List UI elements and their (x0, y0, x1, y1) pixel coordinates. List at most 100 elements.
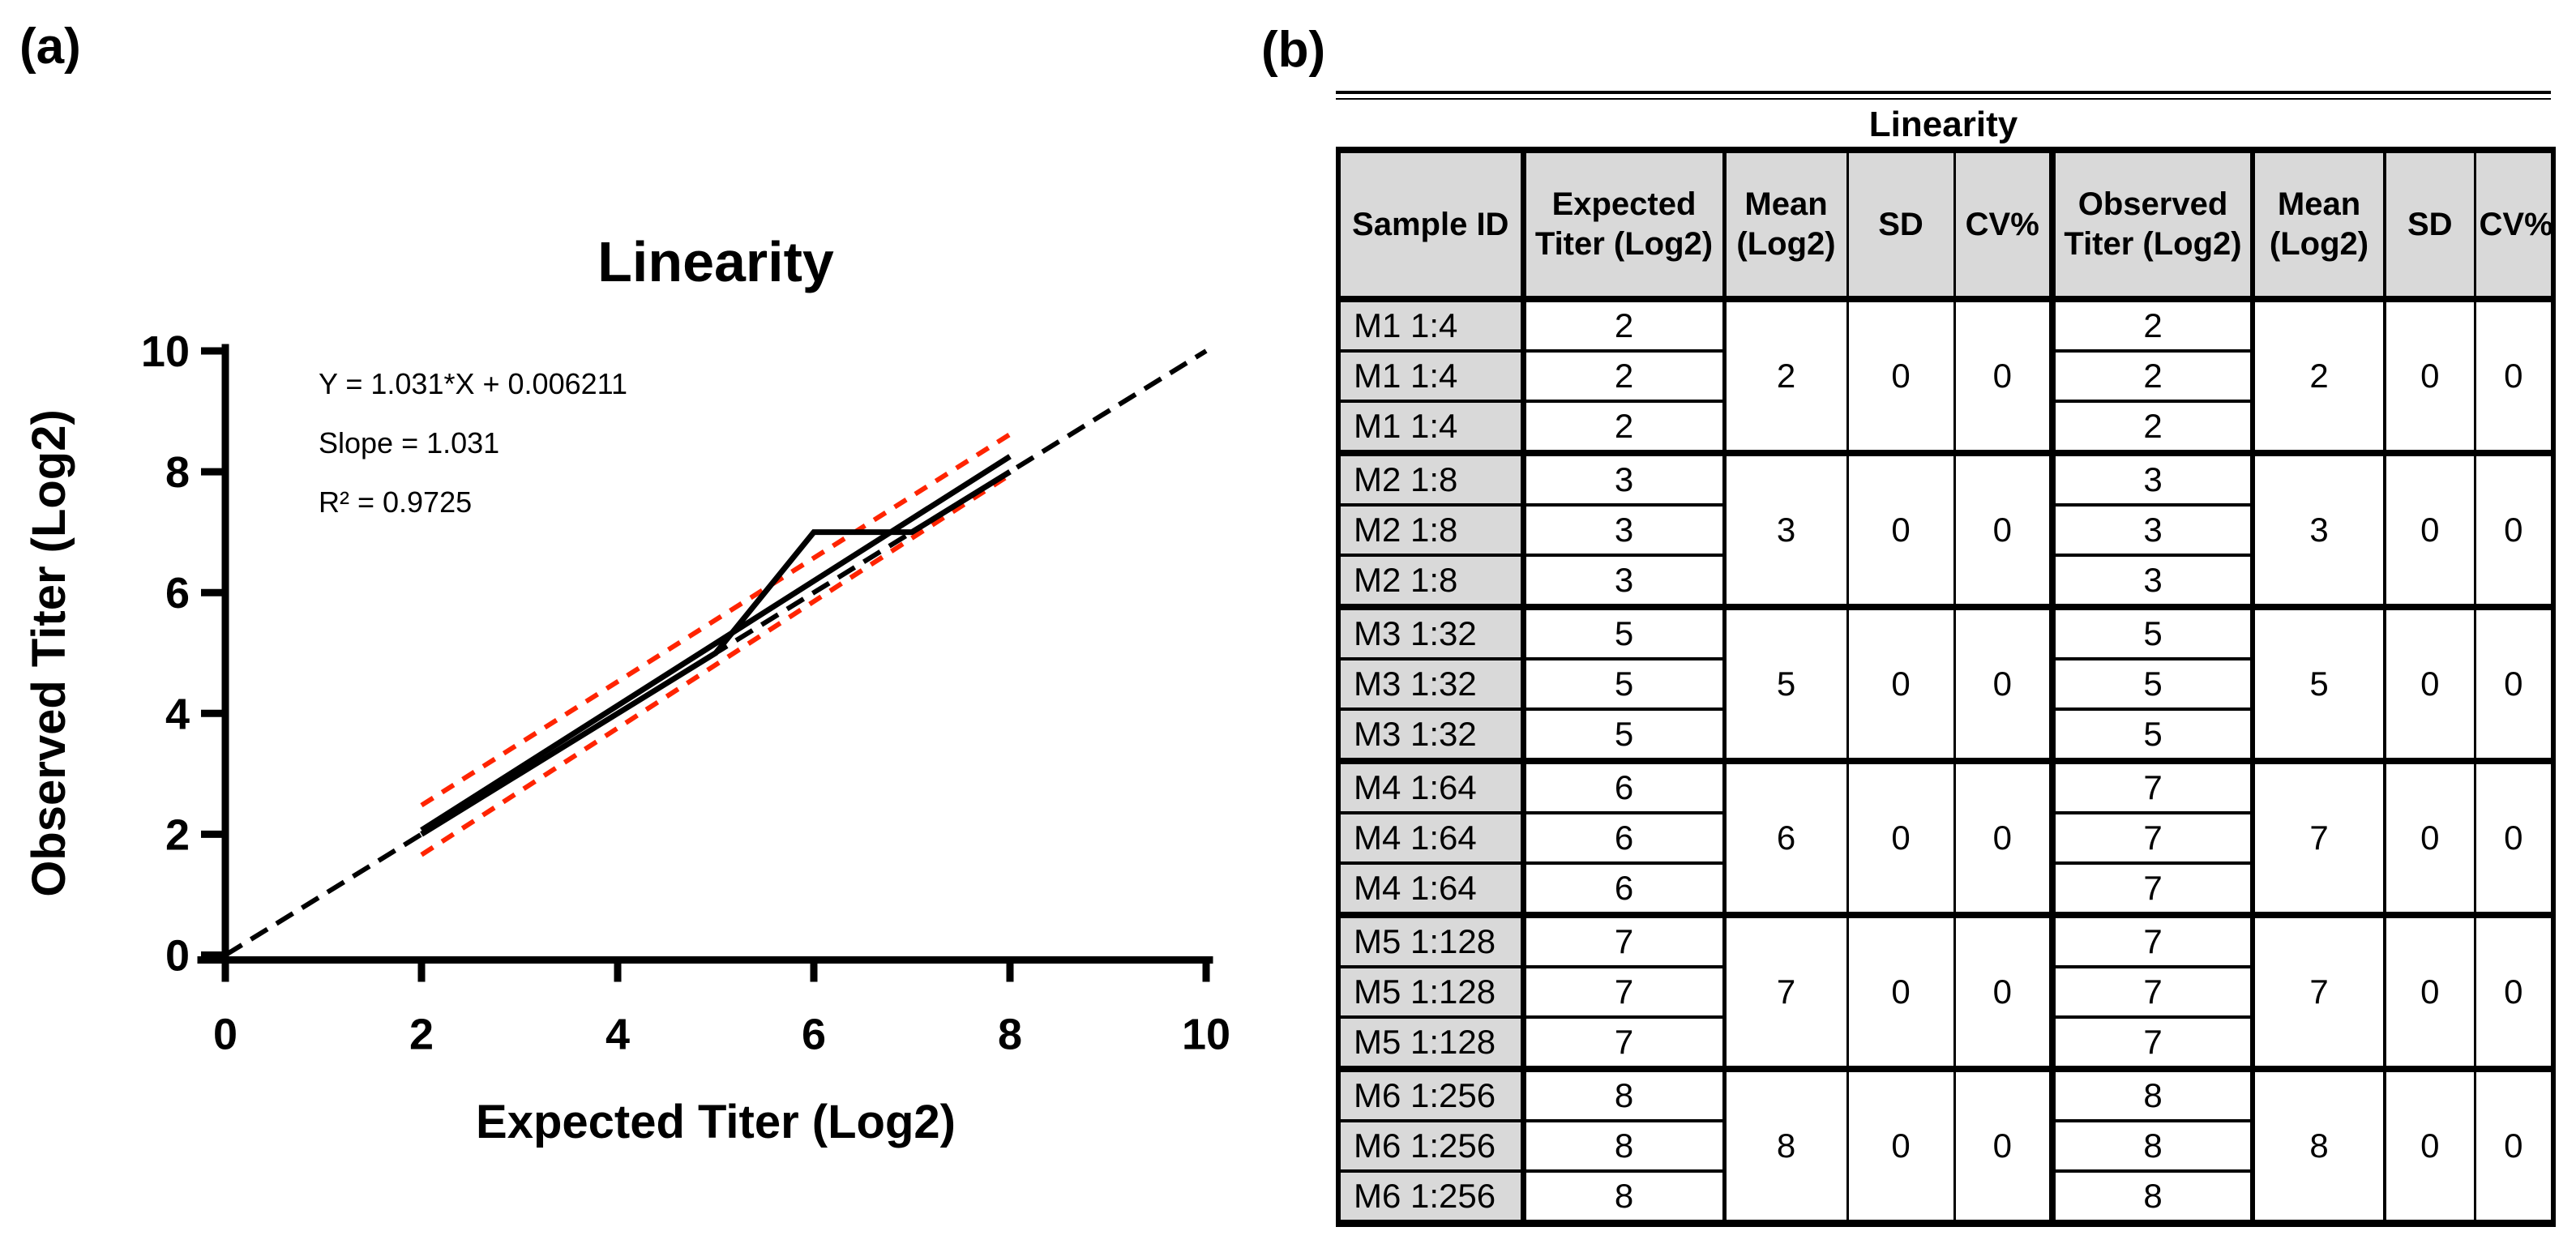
table-cell: 7 (2253, 912, 2386, 1069)
table-cell: 0 (1847, 758, 1956, 915)
table-cell: 2 (2052, 400, 2255, 453)
table-cell: 2 (2253, 296, 2386, 453)
table-row: M3 1:32 5 5 (1338, 707, 2553, 761)
table-cell: 0 (1847, 1066, 1956, 1224)
y-axis-title: Observed Titer (Log2) (23, 409, 75, 897)
table-cell: 0 (1954, 912, 2056, 1069)
axes (197, 344, 1213, 964)
table-cell: M2 1:8 (1338, 503, 1526, 555)
table-cell: 8 (2052, 1119, 2255, 1171)
col-header-cv-observed: CV% (2475, 150, 2553, 302)
chart-title: Linearity (597, 230, 834, 293)
table-cell: 5 (2052, 657, 2255, 709)
table-cell: 7 (2052, 758, 2255, 813)
table-row: M2 1:8 3 3 (1338, 503, 2553, 555)
table-row: M2 1:8 3 3 (1338, 554, 2553, 607)
table-cell: 8 (1724, 1066, 1849, 1224)
table-cell: 3 (1523, 554, 1727, 607)
table-cell: 0 (2475, 604, 2553, 761)
col-header-sd-observed: SD (2385, 150, 2476, 302)
top-rule (1336, 91, 2551, 100)
table-row: M6 1:256 8 8 0 0 8 8 0 0 (1338, 1066, 2553, 1224)
table-cell: 7 (2052, 965, 2255, 1017)
table-row: M4 1:64 6 7 (1338, 861, 2553, 915)
table-cell: M2 1:8 (1338, 554, 1526, 607)
table-cell: 0 (1954, 296, 2056, 453)
table-cell: 2 (1724, 296, 1849, 453)
table-cell: 2 (1523, 400, 1727, 453)
svg-text:10: 10 (1182, 1011, 1230, 1059)
x-axis-ticks: 0 2 4 6 8 10 (213, 960, 1230, 1059)
table-row: M2 1:8 3 3 0 0 3 3 0 0 (1338, 450, 2553, 607)
table-cell: 7 (1523, 965, 1727, 1017)
table-cell: 5 (2052, 707, 2255, 761)
table-cell: M1 1:4 (1338, 400, 1526, 453)
table-row: M6 1:256 8 8 (1338, 1119, 2553, 1171)
regression-equation: Y = 1.031*X + 0.006211 (319, 367, 627, 400)
ci-upper-line (420, 432, 1012, 808)
table-cell: 0 (2385, 1066, 2476, 1224)
col-header-sample-id: Sample ID (1338, 150, 1526, 302)
svg-text:2: 2 (409, 1011, 434, 1059)
table-cell: 7 (1523, 1015, 1727, 1069)
svg-text:6: 6 (165, 569, 190, 618)
table-cell: 0 (1954, 604, 2056, 761)
table-cell: 8 (2253, 1066, 2386, 1224)
table-cell: 0 (2475, 450, 2553, 607)
table-row: M5 1:128 7 7 (1338, 1015, 2553, 1069)
table-cell: 5 (1523, 657, 1727, 709)
table-cell: 0 (2475, 1066, 2553, 1224)
table-cell: M3 1:32 (1338, 657, 1526, 709)
table-cell: 5 (1724, 604, 1849, 761)
svg-text:0: 0 (213, 1011, 237, 1059)
table-cell: M5 1:128 (1338, 1015, 1526, 1069)
table-cell: 0 (2385, 296, 2476, 453)
table-cell: 5 (1523, 604, 1727, 659)
svg-text:8: 8 (998, 1011, 1022, 1059)
table-row: M1 1:4 2 2 0 0 2 2 0 0 (1338, 296, 2553, 453)
table-cell: 3 (2052, 503, 2255, 555)
table-cell: 3 (1523, 450, 1727, 505)
col-header-observed-titer: Observed Titer (Log2) (2052, 150, 2255, 302)
table-cell: 3 (1724, 450, 1849, 607)
table-cell: M3 1:32 (1338, 707, 1526, 761)
table-cell: 2 (1523, 296, 1727, 351)
table-cell: 7 (2052, 811, 2255, 863)
table-cell: M3 1:32 (1338, 604, 1526, 659)
table-cell: 7 (2052, 1015, 2255, 1069)
table-cell: 0 (2475, 912, 2553, 1069)
svg-text:2: 2 (165, 810, 190, 859)
table-row: M6 1:256 8 8 (1338, 1169, 2553, 1224)
panel-a-label: (a) (19, 19, 81, 75)
table-cell: 8 (1523, 1119, 1727, 1171)
y-axis-ticks: 0 2 4 6 8 10 (141, 327, 225, 981)
table-cell: 0 (2385, 758, 2476, 915)
table-title: Linearity (1868, 105, 2018, 144)
table-cell: 6 (1523, 758, 1727, 813)
table-row: M5 1:128 7 7 (1338, 965, 2553, 1017)
svg-text:10: 10 (141, 327, 190, 376)
table-cell: M5 1:128 (1338, 965, 1526, 1017)
table-row: M3 1:32 5 5 (1338, 657, 2553, 709)
table-cell: 3 (2052, 450, 2255, 505)
table-row: M4 1:64 6 6 0 0 7 7 0 0 (1338, 758, 2553, 915)
table-cell: 5 (2253, 604, 2386, 761)
table-cell: 5 (2052, 604, 2255, 659)
table-cell: M4 1:64 (1338, 811, 1526, 863)
table-cell: 8 (2052, 1169, 2255, 1224)
table-cell: 7 (1724, 912, 1849, 1069)
table-cell: 8 (2052, 1066, 2255, 1121)
linearity-table-section: Linearity Sample ID Expected Titer (Log2… (1336, 91, 2556, 1227)
table-cell: 2 (2052, 296, 2255, 351)
col-header-sd-expected: SD (1847, 150, 1956, 302)
table-cell: 7 (2253, 758, 2386, 915)
table-cell: 2 (2052, 349, 2255, 401)
svg-text:6: 6 (802, 1011, 826, 1059)
table-cell: 3 (1523, 503, 1727, 555)
col-header-expected-titer: Expected Titer (Log2) (1523, 150, 1727, 302)
table-cell: 0 (1954, 1066, 2056, 1224)
table-cell: M1 1:4 (1338, 296, 1526, 351)
col-header-mean-observed: Mean (Log2) (2253, 150, 2386, 302)
table-cell: 0 (2475, 296, 2553, 453)
